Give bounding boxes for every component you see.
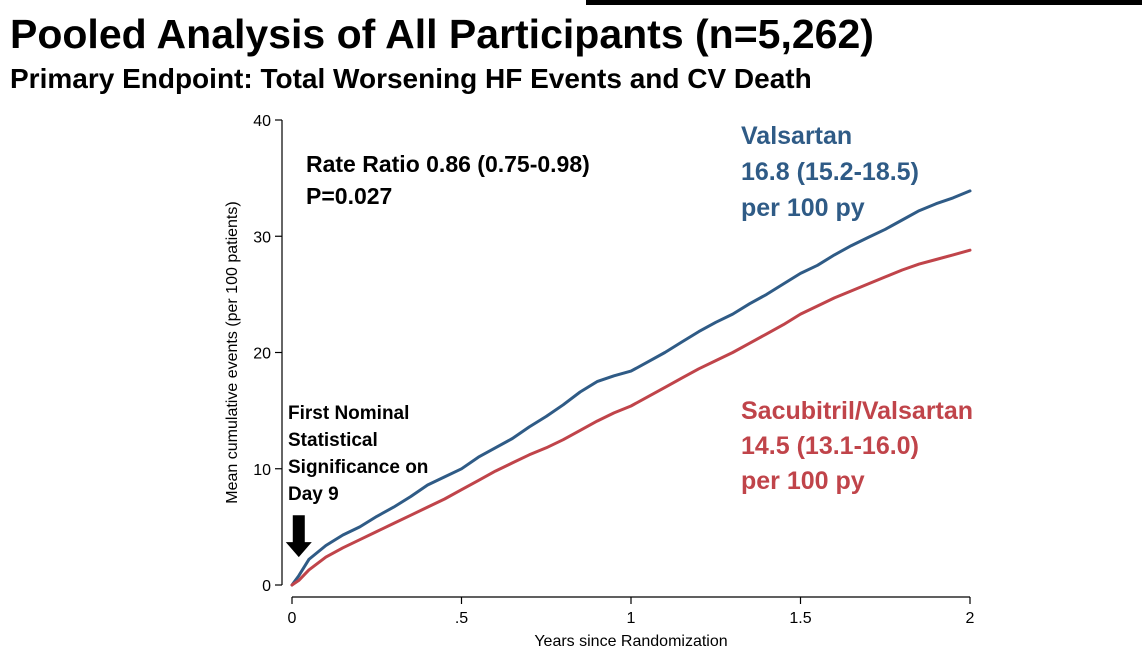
top-rule (586, 0, 1142, 5)
sacubitril-unit: per 100 py (741, 467, 865, 495)
y-tick-label: 20 (253, 346, 271, 363)
p-value-text: P=0.027 (306, 183, 393, 209)
page-title: Pooled Analysis of All Participants (n=5… (10, 11, 874, 57)
page-subtitle: Primary Endpoint: Total Worsening HF Eve… (10, 63, 812, 94)
sacubitril-name: Sacubitril/Valsartan (741, 397, 974, 425)
nominal-line-3: Significance on (288, 457, 429, 478)
nominal-line-4: Day 9 (288, 484, 339, 505)
sacubitril-label: Sacubitril/Valsartan 14.5 (13.1-16.0) pe… (741, 394, 973, 499)
y-tick-label: 30 (253, 229, 271, 246)
valsartan-rate: 16.8 (15.2-18.5) (741, 158, 919, 186)
rate-ratio-annotation: Rate Ratio 0.86 (0.75-0.98) P=0.027 (306, 148, 590, 212)
series-line-valsartan (290, 189, 972, 587)
nominal-significance-note: First Nominal Statistical Significance o… (288, 400, 428, 508)
sacubitril-rate: 14.5 (13.1-16.0) (741, 432, 919, 460)
y-tick-label: 40 (253, 113, 271, 130)
y-tick-label: 0 (262, 578, 271, 595)
nominal-line-2: Statistical (288, 430, 378, 451)
valsartan-label: Valsartan 16.8 (15.2-18.5) per 100 py (741, 118, 919, 226)
valsartan-name: Valsartan (741, 122, 853, 150)
arrow-down-icon (285, 515, 312, 558)
x-tick-label: 1 (627, 610, 636, 627)
nominal-line-1: First Nominal (288, 403, 410, 424)
valsartan-unit: per 100 py (741, 194, 865, 222)
y-axis-label: Mean cumulative events (per 100 patients… (224, 201, 241, 503)
series-line-sacubitril-valsartan (290, 248, 972, 587)
x-tick-label: 2 (966, 610, 975, 627)
x-axis-label: Years since Randomization (534, 633, 727, 650)
rate-ratio-text: Rate Ratio 0.86 (0.75-0.98) (306, 151, 590, 177)
y-tick-label: 10 (253, 462, 271, 479)
x-tick-label: 0 (288, 610, 297, 627)
x-tick-label: 1.5 (789, 610, 811, 627)
x-tick-label: .5 (455, 610, 468, 627)
